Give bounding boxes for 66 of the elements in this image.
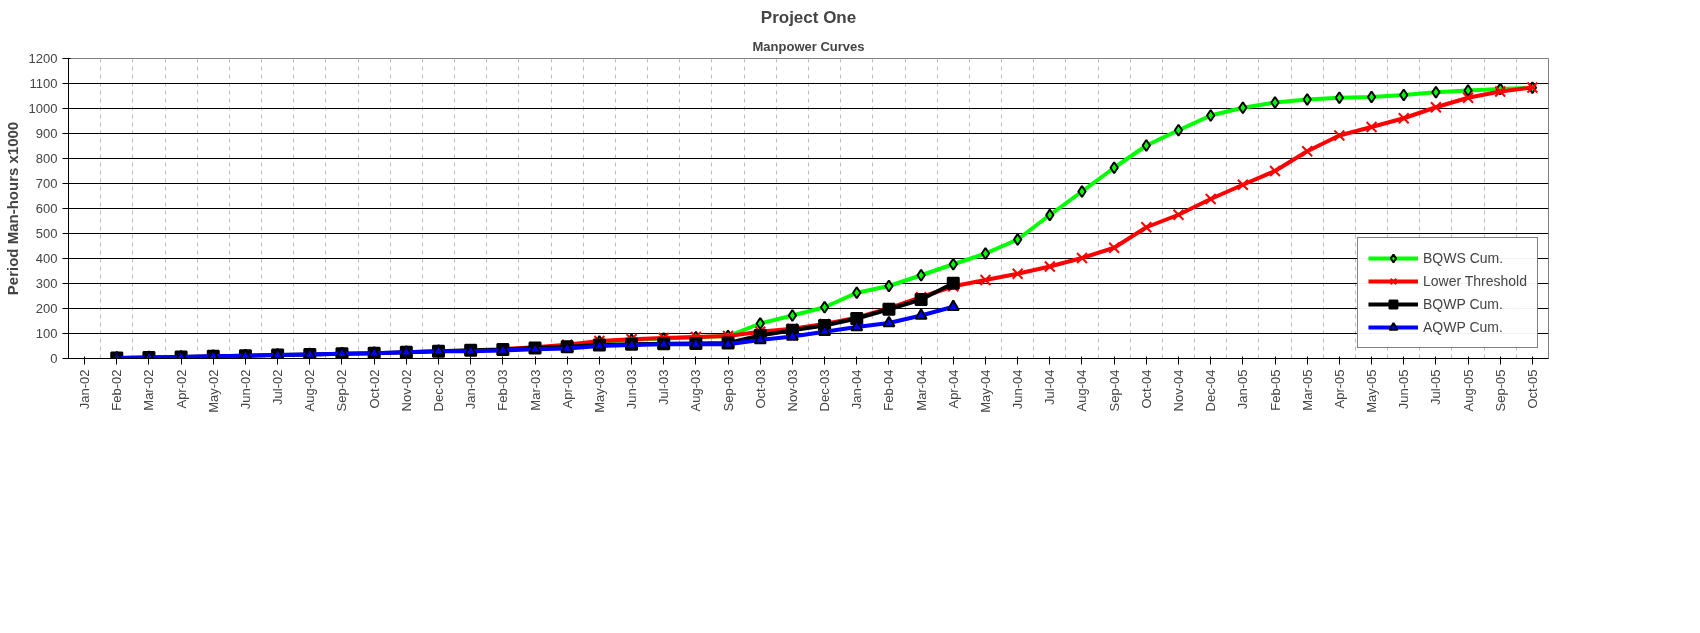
y-tick-label: 300 xyxy=(35,276,58,291)
y-tick-label: 800 xyxy=(35,151,58,166)
x-tick-label: Apr-02 xyxy=(173,369,189,409)
x-tick-label: May-04 xyxy=(977,369,993,413)
x-tick-label: Aug-02 xyxy=(302,369,318,412)
x-tick-label: Oct-05 xyxy=(1524,369,1540,409)
x-tick-label: Feb-05 xyxy=(1267,369,1283,411)
x-tick-label: Aug-04 xyxy=(1074,369,1090,412)
x-tick-label: Aug-03 xyxy=(688,369,704,412)
x-tick-label: Jan-03 xyxy=(463,369,479,410)
y-tick-label: 100 xyxy=(35,326,58,341)
y-tick-label: 400 xyxy=(35,251,58,266)
y-tick-label: 600 xyxy=(35,201,58,216)
x-tick-label: Jan-05 xyxy=(1235,369,1251,410)
y-tick-label: 900 xyxy=(35,126,58,141)
y-tick-label: 1200 xyxy=(28,51,58,66)
y-tick-label: 0 xyxy=(50,351,58,366)
x-tick-label: Sep-05 xyxy=(1492,369,1508,412)
chart-subtitle: Manpower Curves xyxy=(752,38,865,54)
x-tick-label: Mar-04 xyxy=(913,369,929,411)
x-tick-label: Jun-04 xyxy=(1010,369,1026,410)
x-tick-label: Apr-03 xyxy=(559,369,575,409)
legend-label: BQWS Cum. xyxy=(1422,250,1504,266)
x-tick-label: Nov-03 xyxy=(784,369,800,412)
legend-label: Lower Threshold xyxy=(1422,273,1527,289)
x-tick-label: Oct-03 xyxy=(752,369,768,409)
x-tick-label: Jun-02 xyxy=(237,369,253,410)
y-tick-label: 700 xyxy=(35,176,58,191)
y-tick-label: 1000 xyxy=(28,101,58,116)
x-tick-label: Aug-05 xyxy=(1460,369,1476,412)
x-tick-label: Jun-05 xyxy=(1396,369,1412,410)
y-tick-label: 500 xyxy=(35,226,58,241)
x-tick-label: Apr-04 xyxy=(945,369,961,409)
x-tick-label: Dec-04 xyxy=(1203,369,1219,412)
x-tick-label: Oct-04 xyxy=(1138,369,1154,409)
x-tick-label: Sep-04 xyxy=(1106,369,1122,412)
legend-label: BQWP Cum. xyxy=(1422,296,1503,312)
x-tick-label: Nov-02 xyxy=(398,369,414,412)
x-tick-label: May-05 xyxy=(1364,369,1380,413)
x-tick-label: May-02 xyxy=(205,369,221,413)
x-tick-label: Nov-04 xyxy=(1171,369,1186,412)
x-tick-label: Sep-02 xyxy=(334,369,350,412)
x-tick-label: Mar-02 xyxy=(141,369,157,411)
chart-title: Project One xyxy=(760,7,857,27)
x-tick-label: Jul-04 xyxy=(1042,369,1058,405)
x-tick-label: Mar-05 xyxy=(1299,369,1315,411)
x-tick-label: Feb-03 xyxy=(495,369,511,411)
x-tick-label: Jan-04 xyxy=(849,369,865,410)
x-tick-label: Feb-04 xyxy=(881,369,897,411)
x-tick-label: Dec-02 xyxy=(431,369,446,412)
y-tick-label: 200 xyxy=(35,301,58,316)
x-tick-label: May-03 xyxy=(591,369,607,413)
x-tick-label: Feb-02 xyxy=(109,369,125,411)
legend-label: AQWP Cum. xyxy=(1422,319,1503,335)
x-tick-label: Jul-05 xyxy=(1428,369,1444,405)
y-tick-label: 1100 xyxy=(29,76,58,91)
x-tick-label: Jul-03 xyxy=(656,369,672,405)
x-tick-label: Oct-02 xyxy=(366,369,382,409)
x-tick-label: Jul-02 xyxy=(270,369,286,405)
x-tick-label: Jun-03 xyxy=(624,369,640,410)
x-tick-label: Jan-02 xyxy=(77,369,93,410)
x-tick-label: Mar-03 xyxy=(527,369,543,411)
x-tick-label: Dec-03 xyxy=(817,369,833,412)
y-axis-title: Period Man-hours x1000 xyxy=(3,121,21,296)
x-tick-label: Apr-05 xyxy=(1331,369,1347,409)
x-tick-label: Sep-03 xyxy=(720,369,736,412)
